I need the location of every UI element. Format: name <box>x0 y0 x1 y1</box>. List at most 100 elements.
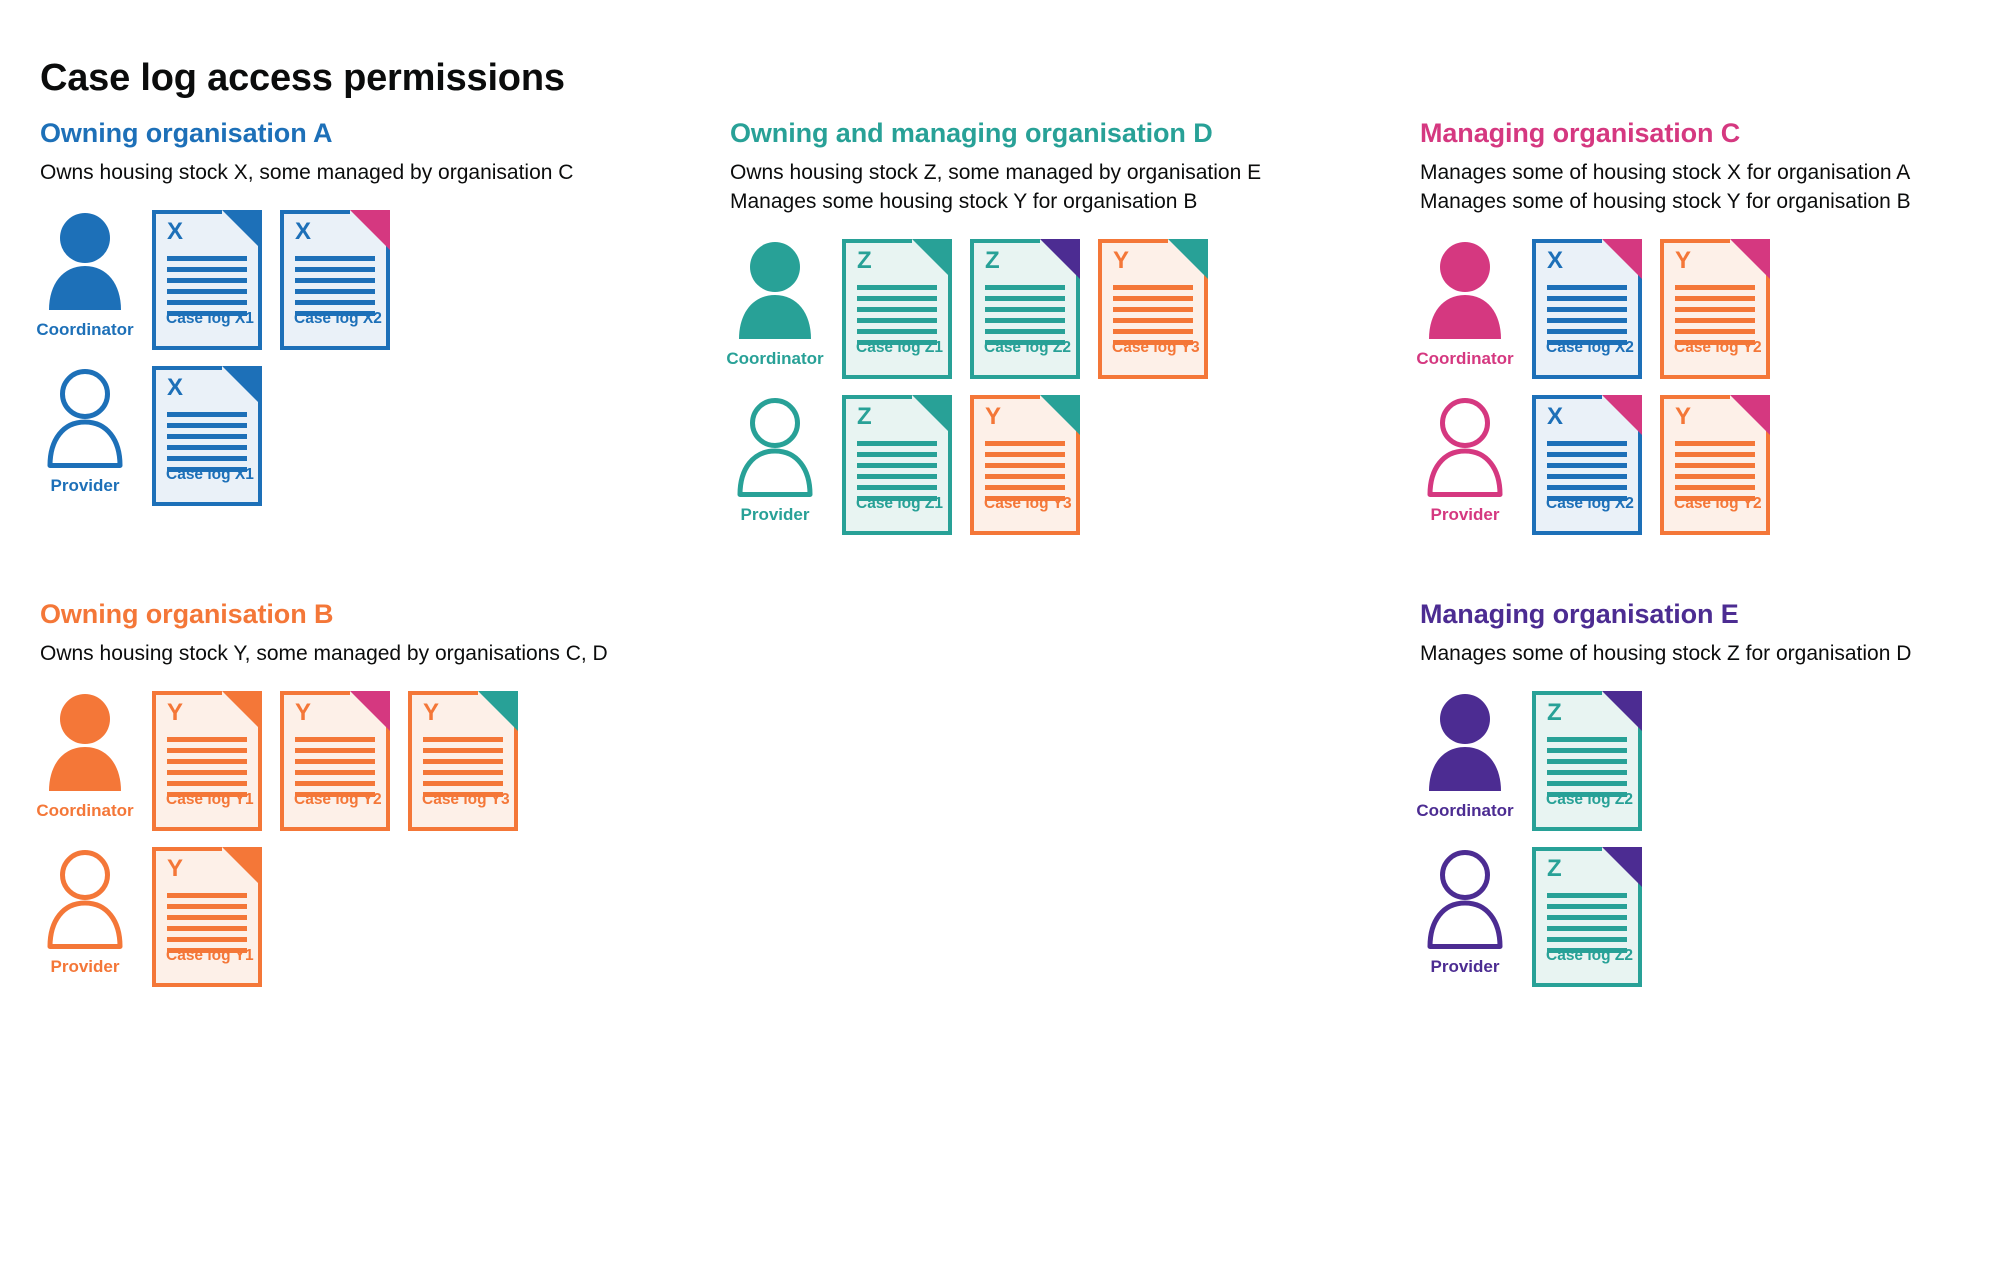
section-heading: Owning and managing organisation D <box>730 118 1213 148</box>
case-log-card[interactable]: Y Case log Y3 <box>408 690 518 831</box>
doc-rule-line <box>1547 747 1627 753</box>
doc-rule-line <box>1547 462 1627 468</box>
doc-rule-line <box>857 328 937 334</box>
case-log-list: X Case log X2 Y Case log Y2 <box>1532 238 1770 379</box>
doc-lines <box>423 736 503 797</box>
doc-lines <box>1113 284 1193 345</box>
doc-rule-line <box>167 780 247 786</box>
role-row-provider: Provider Y Case log Y1 <box>40 846 730 987</box>
case-log-card[interactable]: X Case log X1 <box>152 365 262 506</box>
organisation-grid: Owning organisation A Owns housing stock … <box>36 118 1970 1003</box>
doc-stock-letter: Y <box>167 698 184 726</box>
role-block: Provider <box>40 847 130 977</box>
case-log-card[interactable]: Z Case log Z1 <box>842 238 952 379</box>
doc-lines <box>1547 440 1627 501</box>
doc-caption: Case log Y2 <box>294 791 382 809</box>
case-log-card[interactable]: Y Case log Y3 <box>1098 238 1208 379</box>
doc-rule-line <box>295 791 375 797</box>
doc-rule-line <box>985 317 1065 323</box>
case-log-list: Z Case log Z1 Z Case log Z2 Y Case log Y3 <box>842 238 1208 379</box>
case-log-card[interactable]: X Case log X2 <box>1532 238 1642 379</box>
doc-rule-line <box>985 451 1065 457</box>
doc-stock-letter: X <box>1547 402 1564 430</box>
doc-rule-line <box>857 295 937 301</box>
case-log-card[interactable]: Y Case log Y2 <box>280 690 390 831</box>
role-block: Provider <box>1420 395 1510 525</box>
doc-rule-line <box>1547 495 1627 501</box>
doc-stock-letter: X <box>1547 246 1564 274</box>
organisation-section-a: Owning organisation A Owns housing stock … <box>36 118 730 551</box>
doc-rule-line <box>1675 462 1755 468</box>
doc-rule-line <box>985 484 1065 490</box>
doc-rule-line <box>295 736 375 742</box>
person-filled-icon <box>1429 693 1501 791</box>
doc-rule-line <box>1547 306 1627 312</box>
person-outline-icon <box>1427 397 1503 497</box>
role-row-coordinator: Coordinator X Case log X2 Y Case log Y2 <box>1416 238 1970 379</box>
case-log-card[interactable]: X Case log X2 <box>1532 394 1642 535</box>
doc-rule-line <box>423 780 503 786</box>
doc-rule-line <box>1113 284 1193 290</box>
case-log-card[interactable]: X Case log X1 <box>152 209 262 350</box>
case-log-card[interactable]: Y Case log Y2 <box>1660 394 1770 535</box>
role-label: Coordinator <box>36 319 134 339</box>
doc-rule-line <box>1113 306 1193 312</box>
doc-rule-line <box>857 495 937 501</box>
doc-rule-line <box>985 462 1065 468</box>
person-filled-icon <box>1429 241 1501 339</box>
grid-spacer <box>730 599 1420 1003</box>
person-filled-icon <box>49 693 121 791</box>
doc-stock-letter: Y <box>1113 246 1130 274</box>
doc-stock-letter: Y <box>985 402 1002 430</box>
doc-rule-line <box>1675 317 1755 323</box>
role-block: Provider <box>730 395 820 525</box>
role-row-coordinator: Coordinator Z Case log Z2 <box>1416 690 1970 831</box>
doc-fold-corner-icon <box>1040 394 1080 435</box>
person-filled-icon <box>49 212 121 310</box>
doc-rule-line <box>985 284 1065 290</box>
role-row-coordinator: Coordinator Y Case log Y1 Y Case log Y2 Y Case… <box>36 690 730 831</box>
doc-rule-line <box>985 306 1065 312</box>
role-label: Provider <box>50 475 120 495</box>
case-log-card[interactable]: Z Case log Z2 <box>970 238 1080 379</box>
doc-rule-line <box>295 266 375 272</box>
doc-fold-corner-icon <box>222 690 262 731</box>
case-log-card[interactable]: Y Case log Y3 <box>970 394 1080 535</box>
case-log-card[interactable]: X Case log X2 <box>280 209 390 350</box>
section-description: Owns housing stock Z, some managed by or… <box>730 159 1420 217</box>
doc-caption: Case log X1 <box>166 310 254 328</box>
doc-stock-letter: Z <box>1547 698 1562 726</box>
doc-lines <box>1547 736 1627 797</box>
person-outline-icon <box>47 849 123 949</box>
section-description-line: Manages some housing stock Y for organis… <box>730 189 1198 213</box>
doc-rule-line <box>1547 914 1627 920</box>
doc-rule-line <box>1547 339 1627 345</box>
role-row-provider: Provider X Case log X2 Y Case log Y2 <box>1420 394 1970 535</box>
case-log-card[interactable]: Z Case log Z2 <box>1532 690 1642 831</box>
doc-rule-line <box>857 339 937 345</box>
doc-caption: Case log Y3 <box>1112 339 1200 357</box>
section-description: Manages some of housing stock Z for orga… <box>1420 640 1970 669</box>
case-log-card[interactable]: Y Case log Y1 <box>152 690 262 831</box>
doc-rule-line <box>1547 936 1627 942</box>
doc-rule-line <box>1547 440 1627 446</box>
doc-fold-corner-icon <box>350 209 390 250</box>
doc-rule-line <box>167 936 247 942</box>
case-log-card[interactable]: Y Case log Y1 <box>152 846 262 987</box>
doc-lines <box>167 736 247 797</box>
doc-stock-letter: Y <box>1675 246 1692 274</box>
case-log-list: Z Case log Z1 Y Case log Y3 <box>842 394 1080 535</box>
person-outline-icon <box>1427 849 1503 949</box>
role-row-provider: Provider X Case log X1 <box>40 365 730 506</box>
organisation-section-c: Managing organisation C Manages some of h… <box>1416 118 1970 551</box>
section-description: Owns housing stock X, some managed by or… <box>40 159 730 188</box>
doc-caption: Case log X2 <box>294 310 382 328</box>
role-label: Coordinator <box>726 348 824 368</box>
doc-rule-line <box>295 310 375 316</box>
case-log-card[interactable]: Z Case log Z1 <box>842 394 952 535</box>
role-block: Coordinator <box>1416 691 1514 821</box>
case-log-card[interactable]: Z Case log Z2 <box>1532 846 1642 987</box>
case-log-card[interactable]: Y Case log Y2 <box>1660 238 1770 379</box>
section-heading: Owning organisation B <box>40 598 334 629</box>
